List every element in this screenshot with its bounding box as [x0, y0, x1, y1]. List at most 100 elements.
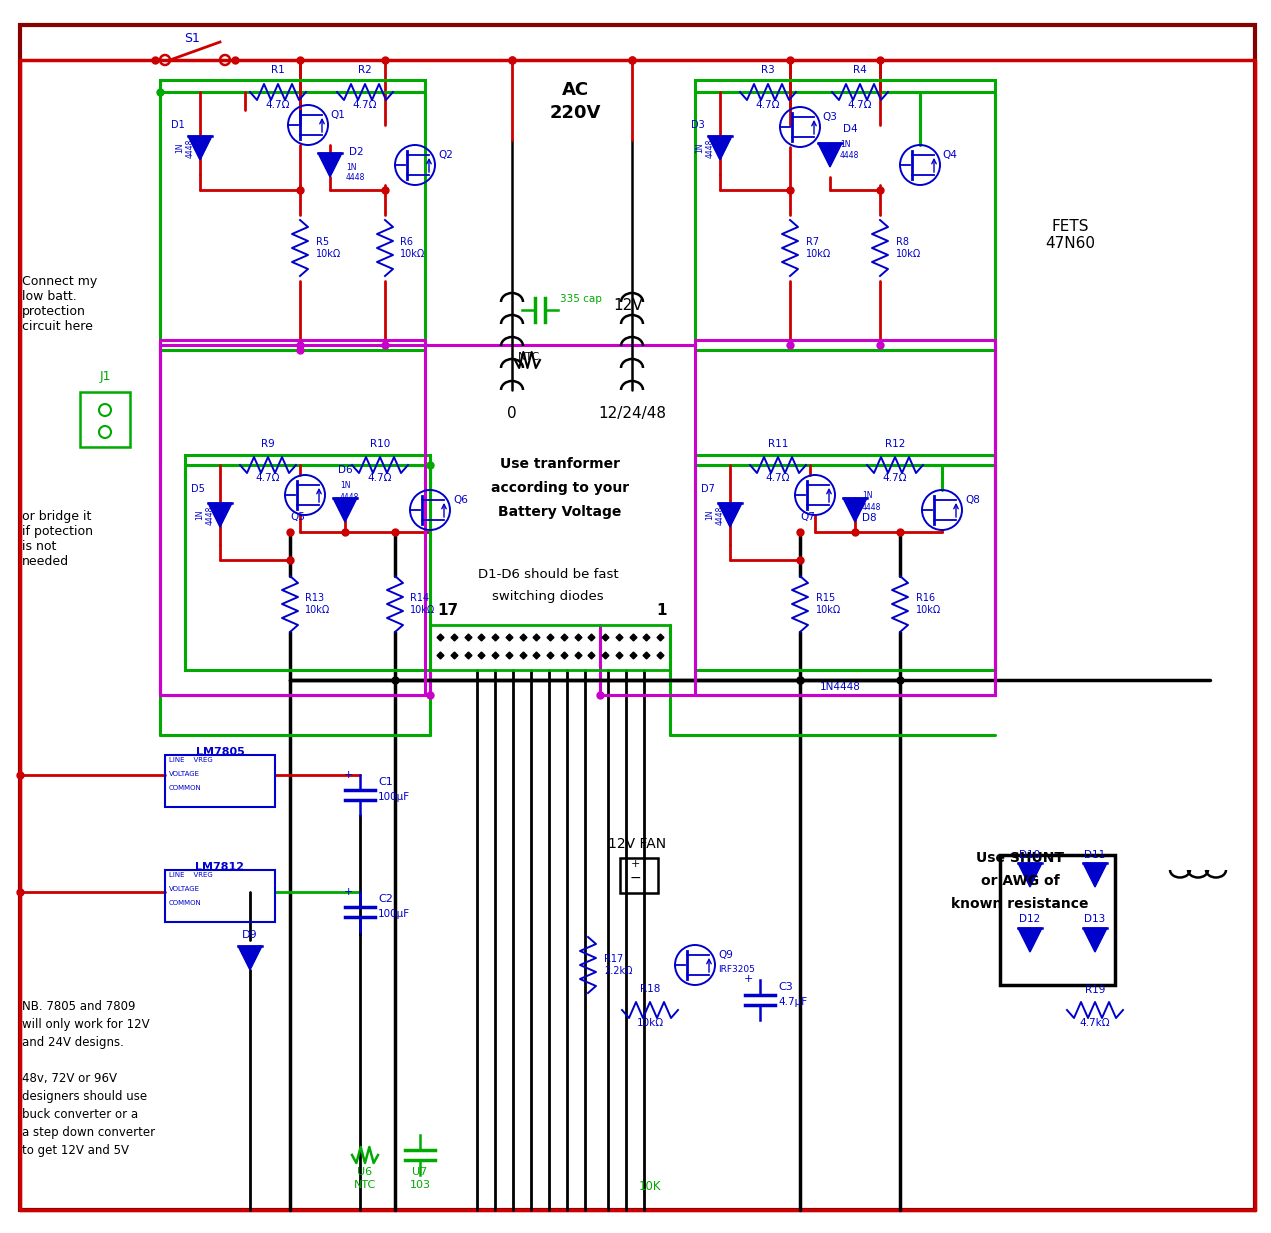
Text: 4.7Ω: 4.7Ω [765, 473, 791, 483]
Text: VOLTAGE: VOLTAGE [169, 887, 200, 891]
Text: AC: AC [562, 81, 588, 99]
Text: according to your: according to your [491, 481, 629, 494]
Text: Q4: Q4 [942, 150, 957, 160]
Text: 103: 103 [409, 1180, 431, 1190]
Text: R9: R9 [261, 439, 275, 449]
Text: 4448: 4448 [862, 503, 881, 512]
Text: R5
10kΩ: R5 10kΩ [316, 237, 341, 259]
Bar [80, 392, 130, 448]
Text: COMMON: COMMON [169, 900, 202, 906]
Text: LM7805: LM7805 [196, 747, 244, 757]
Bar [160, 340, 425, 695]
Text: 220V: 220V [549, 104, 601, 122]
Text: 1N4448: 1N4448 [820, 682, 860, 692]
Text: D4: D4 [843, 125, 858, 134]
Text: 17: 17 [437, 603, 459, 618]
Text: NTC: NTC [519, 351, 540, 363]
Text: Connect my
low batt.
protection
circuit here: Connect my low batt. protection circuit … [22, 275, 98, 333]
Text: Q5: Q5 [291, 512, 305, 522]
Text: D13: D13 [1084, 914, 1106, 924]
Text: D12: D12 [1019, 914, 1041, 924]
Text: Q6: Q6 [452, 494, 468, 506]
Text: R3: R3 [761, 65, 775, 75]
Text: 4448: 4448 [341, 493, 360, 502]
Text: D9: D9 [243, 930, 258, 940]
Text: switching diodes: switching diodes [492, 591, 604, 603]
Text: Battery Voltage: Battery Voltage [498, 506, 622, 519]
Text: R18: R18 [639, 984, 660, 994]
Text: LINE    VREG: LINE VREG [169, 872, 212, 878]
Text: Use tranformer: Use tranformer [500, 457, 620, 471]
Text: Q8: Q8 [965, 494, 980, 506]
Text: known resistance: known resistance [951, 896, 1089, 911]
Text: LM7812: LM7812 [196, 862, 244, 872]
Text: Use SHUNT: Use SHUNT [976, 851, 1064, 866]
Text: 4.7Ω: 4.7Ω [266, 100, 290, 110]
Text: 4.7Ω: 4.7Ω [255, 473, 280, 483]
Bar [430, 625, 670, 670]
Text: D2: D2 [350, 147, 364, 157]
Polygon shape [1083, 863, 1107, 887]
Polygon shape [718, 503, 742, 526]
Text: C1: C1 [377, 777, 393, 787]
Polygon shape [333, 498, 357, 522]
Text: R16
10kΩ: R16 10kΩ [916, 593, 942, 615]
Bar [695, 455, 995, 670]
Text: R12: R12 [885, 439, 905, 449]
Text: IRF3205: IRF3205 [718, 965, 755, 974]
Polygon shape [819, 143, 841, 166]
Text: COMMON: COMMON [169, 785, 202, 792]
Text: R7
10kΩ: R7 10kΩ [806, 237, 831, 259]
Text: or bridge it
if potection
is not
needed: or bridge it if potection is not needed [22, 510, 93, 568]
Text: 4448: 4448 [346, 173, 365, 182]
Text: D10: D10 [1019, 850, 1041, 859]
Polygon shape [1018, 863, 1042, 887]
Polygon shape [318, 153, 342, 178]
Text: 4.7μF: 4.7μF [778, 997, 807, 1007]
Polygon shape [238, 946, 262, 970]
Text: 4.7Ω: 4.7Ω [353, 100, 377, 110]
Text: 1N: 1N [862, 491, 872, 501]
Text: 12/24/48: 12/24/48 [597, 406, 666, 420]
Text: D3: D3 [691, 120, 705, 129]
Text: Q9: Q9 [718, 949, 733, 961]
Text: D1-D6 should be fast: D1-D6 should be fast [478, 568, 618, 581]
Text: 10kΩ: 10kΩ [637, 1018, 663, 1028]
Text: R15
10kΩ: R15 10kΩ [816, 593, 841, 615]
Text: D5: D5 [191, 485, 205, 494]
Text: 0: 0 [507, 406, 517, 420]
Polygon shape [188, 136, 212, 160]
Text: −: − [629, 870, 641, 885]
Text: 100μF: 100μF [377, 909, 411, 919]
Text: U7: U7 [412, 1166, 427, 1178]
Text: Q1: Q1 [330, 110, 344, 120]
Bar [620, 858, 658, 893]
Text: 12V: 12V [613, 298, 643, 313]
Text: 4.7Ω: 4.7Ω [367, 473, 393, 483]
Text: FETS
47N60: FETS 47N60 [1045, 218, 1096, 252]
Text: 1N: 1N [840, 141, 850, 149]
Polygon shape [708, 136, 732, 160]
Text: 100μF: 100μF [377, 792, 411, 801]
Text: R11: R11 [768, 439, 788, 449]
Text: 1N
4448: 1N 4448 [705, 506, 724, 525]
Text: +: + [744, 974, 752, 984]
Text: J1: J1 [99, 370, 111, 383]
Text: R14
10kΩ: R14 10kΩ [411, 593, 435, 615]
Text: C3: C3 [778, 981, 793, 993]
Text: R1: R1 [271, 65, 285, 75]
Text: R17
2.2kΩ: R17 2.2kΩ [604, 954, 633, 975]
Bar [186, 455, 430, 670]
Text: U6: U6 [357, 1166, 372, 1178]
Text: 4.7Ω: 4.7Ω [756, 100, 780, 110]
Text: 1N
4448: 1N 4448 [175, 138, 194, 158]
Text: or AWG of: or AWG of [981, 874, 1059, 888]
Text: Q3: Q3 [822, 112, 836, 122]
Text: +: + [630, 859, 639, 869]
Text: R13
10kΩ: R13 10kΩ [305, 593, 330, 615]
Text: 12V FAN: 12V FAN [608, 837, 666, 851]
Text: 4.7Ω: 4.7Ω [883, 473, 907, 483]
Text: +: + [343, 887, 352, 896]
Text: 1N: 1N [341, 481, 351, 490]
Text: C2: C2 [377, 894, 393, 904]
